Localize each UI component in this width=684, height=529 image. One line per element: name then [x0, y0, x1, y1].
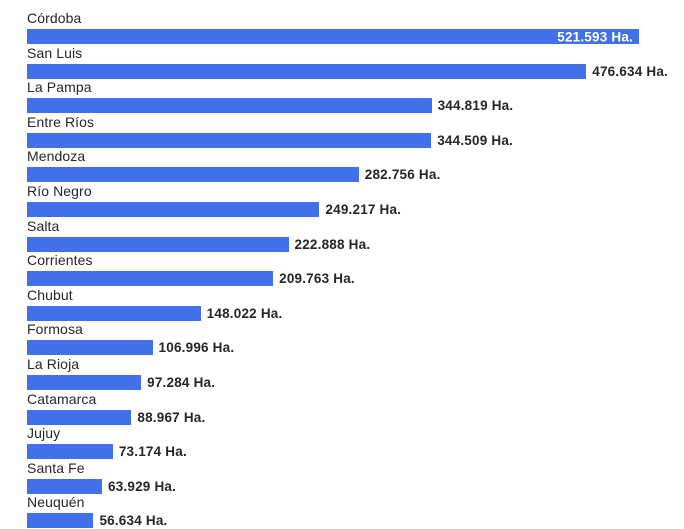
value-label-inside: 521.593 Ha. [557, 29, 633, 44]
bar-track: 73.174 Ha. [27, 444, 639, 460]
bar-track: 106.996 Ha. [27, 340, 639, 356]
value-label-outside: 88.967 Ha. [137, 409, 206, 425]
category-label: Córdoba [27, 10, 82, 26]
bar-track: 56.634 Ha. [27, 513, 639, 529]
bar-row: Salta 222.888 Ha. [27, 218, 684, 253]
bar-track: 88.967 Ha. [27, 409, 639, 425]
category-label: Catamarca [27, 390, 97, 407]
category-label: Corrientes [27, 252, 93, 269]
category-label: San Luis [27, 44, 83, 61]
bar[interactable] [27, 98, 432, 114]
category-label: Chubut [27, 286, 73, 303]
bar-track: 344.509 Ha. [27, 132, 639, 148]
bar[interactable] [27, 305, 201, 321]
bar-track: 63.929 Ha. [27, 478, 639, 494]
bar-row: Chubut 148.022 Ha. [27, 287, 684, 322]
bar-row: Formosa 106.996 Ha. [27, 321, 684, 356]
value-label-outside: 148.022 Ha. [206, 305, 283, 321]
bar-track: 148.022 Ha. [27, 305, 639, 321]
bar-track: 209.763 Ha. [27, 271, 639, 287]
bar[interactable] [27, 132, 432, 148]
category-label: La Pampa [27, 79, 92, 96]
category-label: Entre Ríos [27, 113, 95, 130]
bar[interactable] [27, 271, 274, 287]
bar[interactable] [27, 340, 153, 356]
bar-track: 344.819 Ha. [27, 98, 639, 114]
value-label-outside: 344.819 Ha. [437, 98, 514, 114]
value-label-outside: 222.888 Ha. [294, 236, 371, 252]
bar-row: Entre Ríos 344.509 Ha. [27, 114, 684, 149]
bar[interactable] [27, 201, 320, 217]
bar-track: 97.284 Ha. [27, 374, 639, 390]
value-label-outside: 476.634 Ha. [592, 63, 668, 79]
bar[interactable] [27, 63, 587, 79]
bar[interactable]: 521.593 Ha. [27, 29, 639, 44]
bar-track: 282.756 Ha. [27, 167, 639, 183]
value-label-outside: 63.929 Ha. [108, 478, 177, 494]
bar[interactable] [27, 513, 94, 529]
bar[interactable] [27, 236, 289, 252]
bar-row: La Pampa 344.819 Ha. [27, 79, 684, 114]
bar-row: Santa Fe 63.929 Ha. [27, 460, 684, 495]
bar-track: 521.593 Ha. [27, 29, 639, 44]
bar-row: San Luis 476.634 Ha. [27, 45, 684, 80]
bar-row: La Rioja 97.284 Ha. [27, 356, 684, 391]
bar-row: Córdoba 521.593 Ha. [27, 10, 684, 45]
value-label-outside: 249.217 Ha. [325, 201, 402, 217]
category-label: Río Negro [27, 182, 92, 199]
bar-row: Mendoza 282.756 Ha. [27, 148, 684, 183]
category-label: Mendoza [27, 148, 86, 165]
bar[interactable] [27, 478, 102, 494]
value-label-outside: 209.763 Ha. [279, 271, 355, 287]
category-label: Formosa [27, 321, 83, 338]
bar[interactable] [27, 374, 142, 390]
bar[interactable] [27, 409, 132, 425]
bar-row: Río Negro 249.217 Ha. [27, 183, 684, 218]
bar-track: 222.888 Ha. [27, 236, 639, 252]
value-label-outside: 344.509 Ha. [437, 132, 513, 148]
bar[interactable] [27, 167, 359, 183]
bar-row: Jujuy 73.174 Ha. [27, 425, 684, 460]
category-label: La Rioja [27, 355, 80, 372]
bar-row: Catamarca 88.967 Ha. [27, 391, 684, 426]
bar-track: 476.634 Ha. [27, 63, 668, 79]
value-label-outside: 97.284 Ha. [147, 374, 216, 390]
category-label: Neuquén [27, 494, 85, 511]
value-label-outside: 56.634 Ha. [99, 513, 168, 529]
category-label: Jujuy [27, 425, 61, 442]
bar[interactable] [27, 444, 113, 460]
bar-row: Neuquén 56.634 Ha. [27, 494, 684, 529]
bar-row: Corrientes 209.763 Ha. [27, 252, 684, 287]
bar-track: 249.217 Ha. [27, 201, 639, 217]
value-label-outside: 106.996 Ha. [158, 340, 235, 356]
category-label: Santa Fe [27, 459, 85, 476]
value-label-outside: 73.174 Ha. [118, 444, 187, 460]
value-label-outside: 282.756 Ha. [364, 167, 441, 183]
category-label: Salta [27, 217, 60, 234]
